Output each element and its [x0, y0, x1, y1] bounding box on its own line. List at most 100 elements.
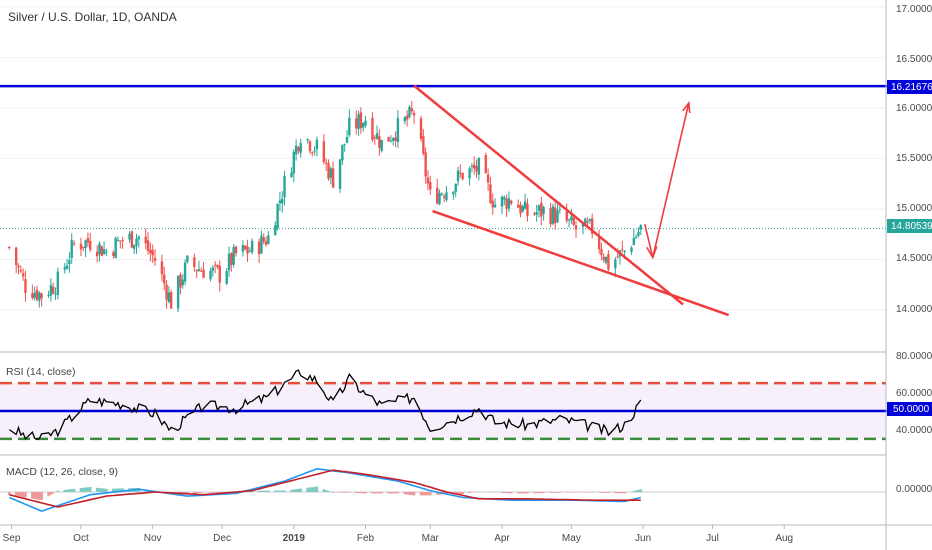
macd-histogram-bar: [509, 492, 513, 494]
candle-body: [202, 269, 205, 278]
candle-body: [297, 147, 300, 152]
candle-body: [183, 262, 187, 282]
rsi-tick: 80.0000: [896, 351, 932, 362]
candle-body: [389, 140, 393, 142]
macd-histogram-bar: [262, 490, 266, 492]
candle-body: [542, 207, 545, 214]
macd-histogram-bar: [616, 492, 619, 494]
candle-body: [484, 155, 487, 174]
candle-body: [338, 159, 342, 189]
macd-histogram-bar: [193, 492, 196, 494]
arrow-head-icon: [682, 100, 691, 114]
wedge-upper-trendline[interactable]: [413, 84, 684, 306]
rsi-level-tag: [887, 402, 932, 416]
price-tick: 16.00000: [896, 103, 932, 114]
macd-histogram-bar: [276, 490, 279, 492]
macd-histogram-bar: [81, 487, 85, 492]
candle-body: [371, 117, 374, 140]
candle-body: [489, 184, 492, 203]
candle-body: [602, 256, 605, 261]
macd-histogram-bar: [354, 492, 358, 493]
macd-histogram-bar: [378, 492, 381, 494]
candle-body: [558, 209, 562, 211]
candle-body: [292, 151, 295, 174]
candle-body: [114, 238, 117, 259]
candle-body: [412, 112, 416, 116]
macd-histogram-bar: [63, 489, 67, 492]
macd-histogram-bar: [565, 492, 569, 493]
macd-histogram-bar: [283, 490, 286, 492]
macd-histogram-bar: [553, 492, 557, 493]
candle-body: [588, 219, 592, 222]
candle-body: [169, 292, 173, 309]
candle-body: [276, 204, 279, 228]
candle-body: [632, 237, 636, 246]
macd-histogram-bar: [38, 492, 41, 500]
macd-histogram-bar: [602, 492, 606, 493]
macd-histogram-bar: [95, 487, 99, 492]
rsi-scale[interactable]: 80.0000 60.0000 40.0000 50.0000: [887, 351, 932, 436]
candle-body: [68, 260, 71, 264]
rsi-pane: [0, 369, 932, 441]
candle-body: [209, 270, 212, 280]
candle-body: [116, 240, 120, 242]
macd-histogram-bar: [533, 492, 536, 494]
candle-body: [262, 237, 265, 242]
candle-body: [436, 187, 439, 204]
candle-body: [373, 137, 376, 139]
candle-body: [197, 269, 201, 271]
candle-body: [630, 247, 633, 252]
macd-histogram-bar: [322, 489, 326, 492]
candle-body: [311, 152, 314, 154]
candle-body: [281, 198, 284, 204]
macd-histogram-bar: [519, 492, 522, 494]
time-label: Feb: [357, 533, 375, 544]
time-label: Oct: [73, 533, 89, 544]
time-label: Aug: [775, 533, 793, 544]
macd-histogram-bar: [435, 492, 439, 495]
macd-histogram-bar: [454, 492, 458, 495]
macd-histogram-bar: [24, 492, 27, 498]
macd-histogram-bar: [456, 492, 460, 495]
projection-arrow[interactable]: [644, 102, 690, 258]
macd-histogram-bar: [604, 492, 608, 493]
candle-body: [357, 114, 360, 129]
candle-body: [100, 246, 103, 256]
macd-histogram-bar: [597, 492, 601, 493]
macd-histogram-bar: [537, 492, 541, 494]
chart-title: Silver / U.S. Dollar, 1D, OANDA: [8, 10, 177, 24]
candle-body: [84, 240, 87, 249]
candle-body: [473, 164, 476, 169]
candle-body: [442, 196, 446, 198]
macd-histogram-bar: [267, 490, 270, 492]
candle-body: [429, 182, 432, 190]
macd-histogram-bar: [118, 488, 122, 492]
price-scale[interactable]: 17.00000 16.50000 16.00000 15.50000 15.0…: [887, 4, 932, 315]
macd-histogram-bar: [516, 492, 520, 494]
macd-histogram-bar: [273, 490, 277, 492]
macd-histogram-bar: [521, 492, 525, 494]
candle-body: [241, 245, 245, 252]
candle-body: [283, 176, 286, 198]
candle-body: [387, 136, 390, 142]
candle-body: [54, 293, 57, 295]
candle-body: [299, 143, 302, 153]
macd-histogram-bar: [470, 492, 474, 493]
macd-scale[interactable]: 0.00000: [896, 484, 932, 495]
wedge-lower-trendline[interactable]: [432, 209, 730, 317]
candle-body: [491, 200, 494, 208]
macd-histogram-bar: [637, 489, 640, 492]
time-label: Jun: [635, 533, 651, 544]
candle-body: [79, 243, 83, 250]
macd-histogram-bar: [79, 488, 83, 492]
candle-body: [355, 118, 358, 129]
candle-body: [193, 257, 196, 268]
macd-histogram-bar: [558, 492, 562, 493]
candle-body: [195, 269, 198, 272]
candle-body: [639, 225, 642, 230]
time-axis[interactable]: Sep Oct Nov Dec 2019 Feb Mar Apr May Jun Jul Aug: [3, 525, 793, 544]
macd-tick: 0.00000: [896, 484, 932, 495]
macd-histogram-bar: [98, 488, 101, 492]
macd-histogram-bar: [540, 492, 543, 494]
